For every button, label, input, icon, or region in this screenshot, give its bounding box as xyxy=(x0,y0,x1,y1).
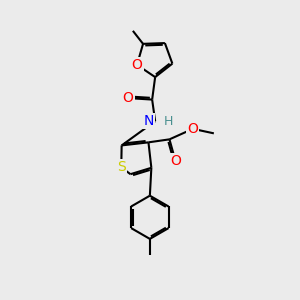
Text: N: N xyxy=(143,114,154,128)
Text: O: O xyxy=(188,122,198,136)
Text: O: O xyxy=(123,91,134,105)
Text: H: H xyxy=(164,115,173,128)
Text: O: O xyxy=(132,58,142,72)
Text: O: O xyxy=(170,154,181,168)
Text: S: S xyxy=(117,160,126,174)
